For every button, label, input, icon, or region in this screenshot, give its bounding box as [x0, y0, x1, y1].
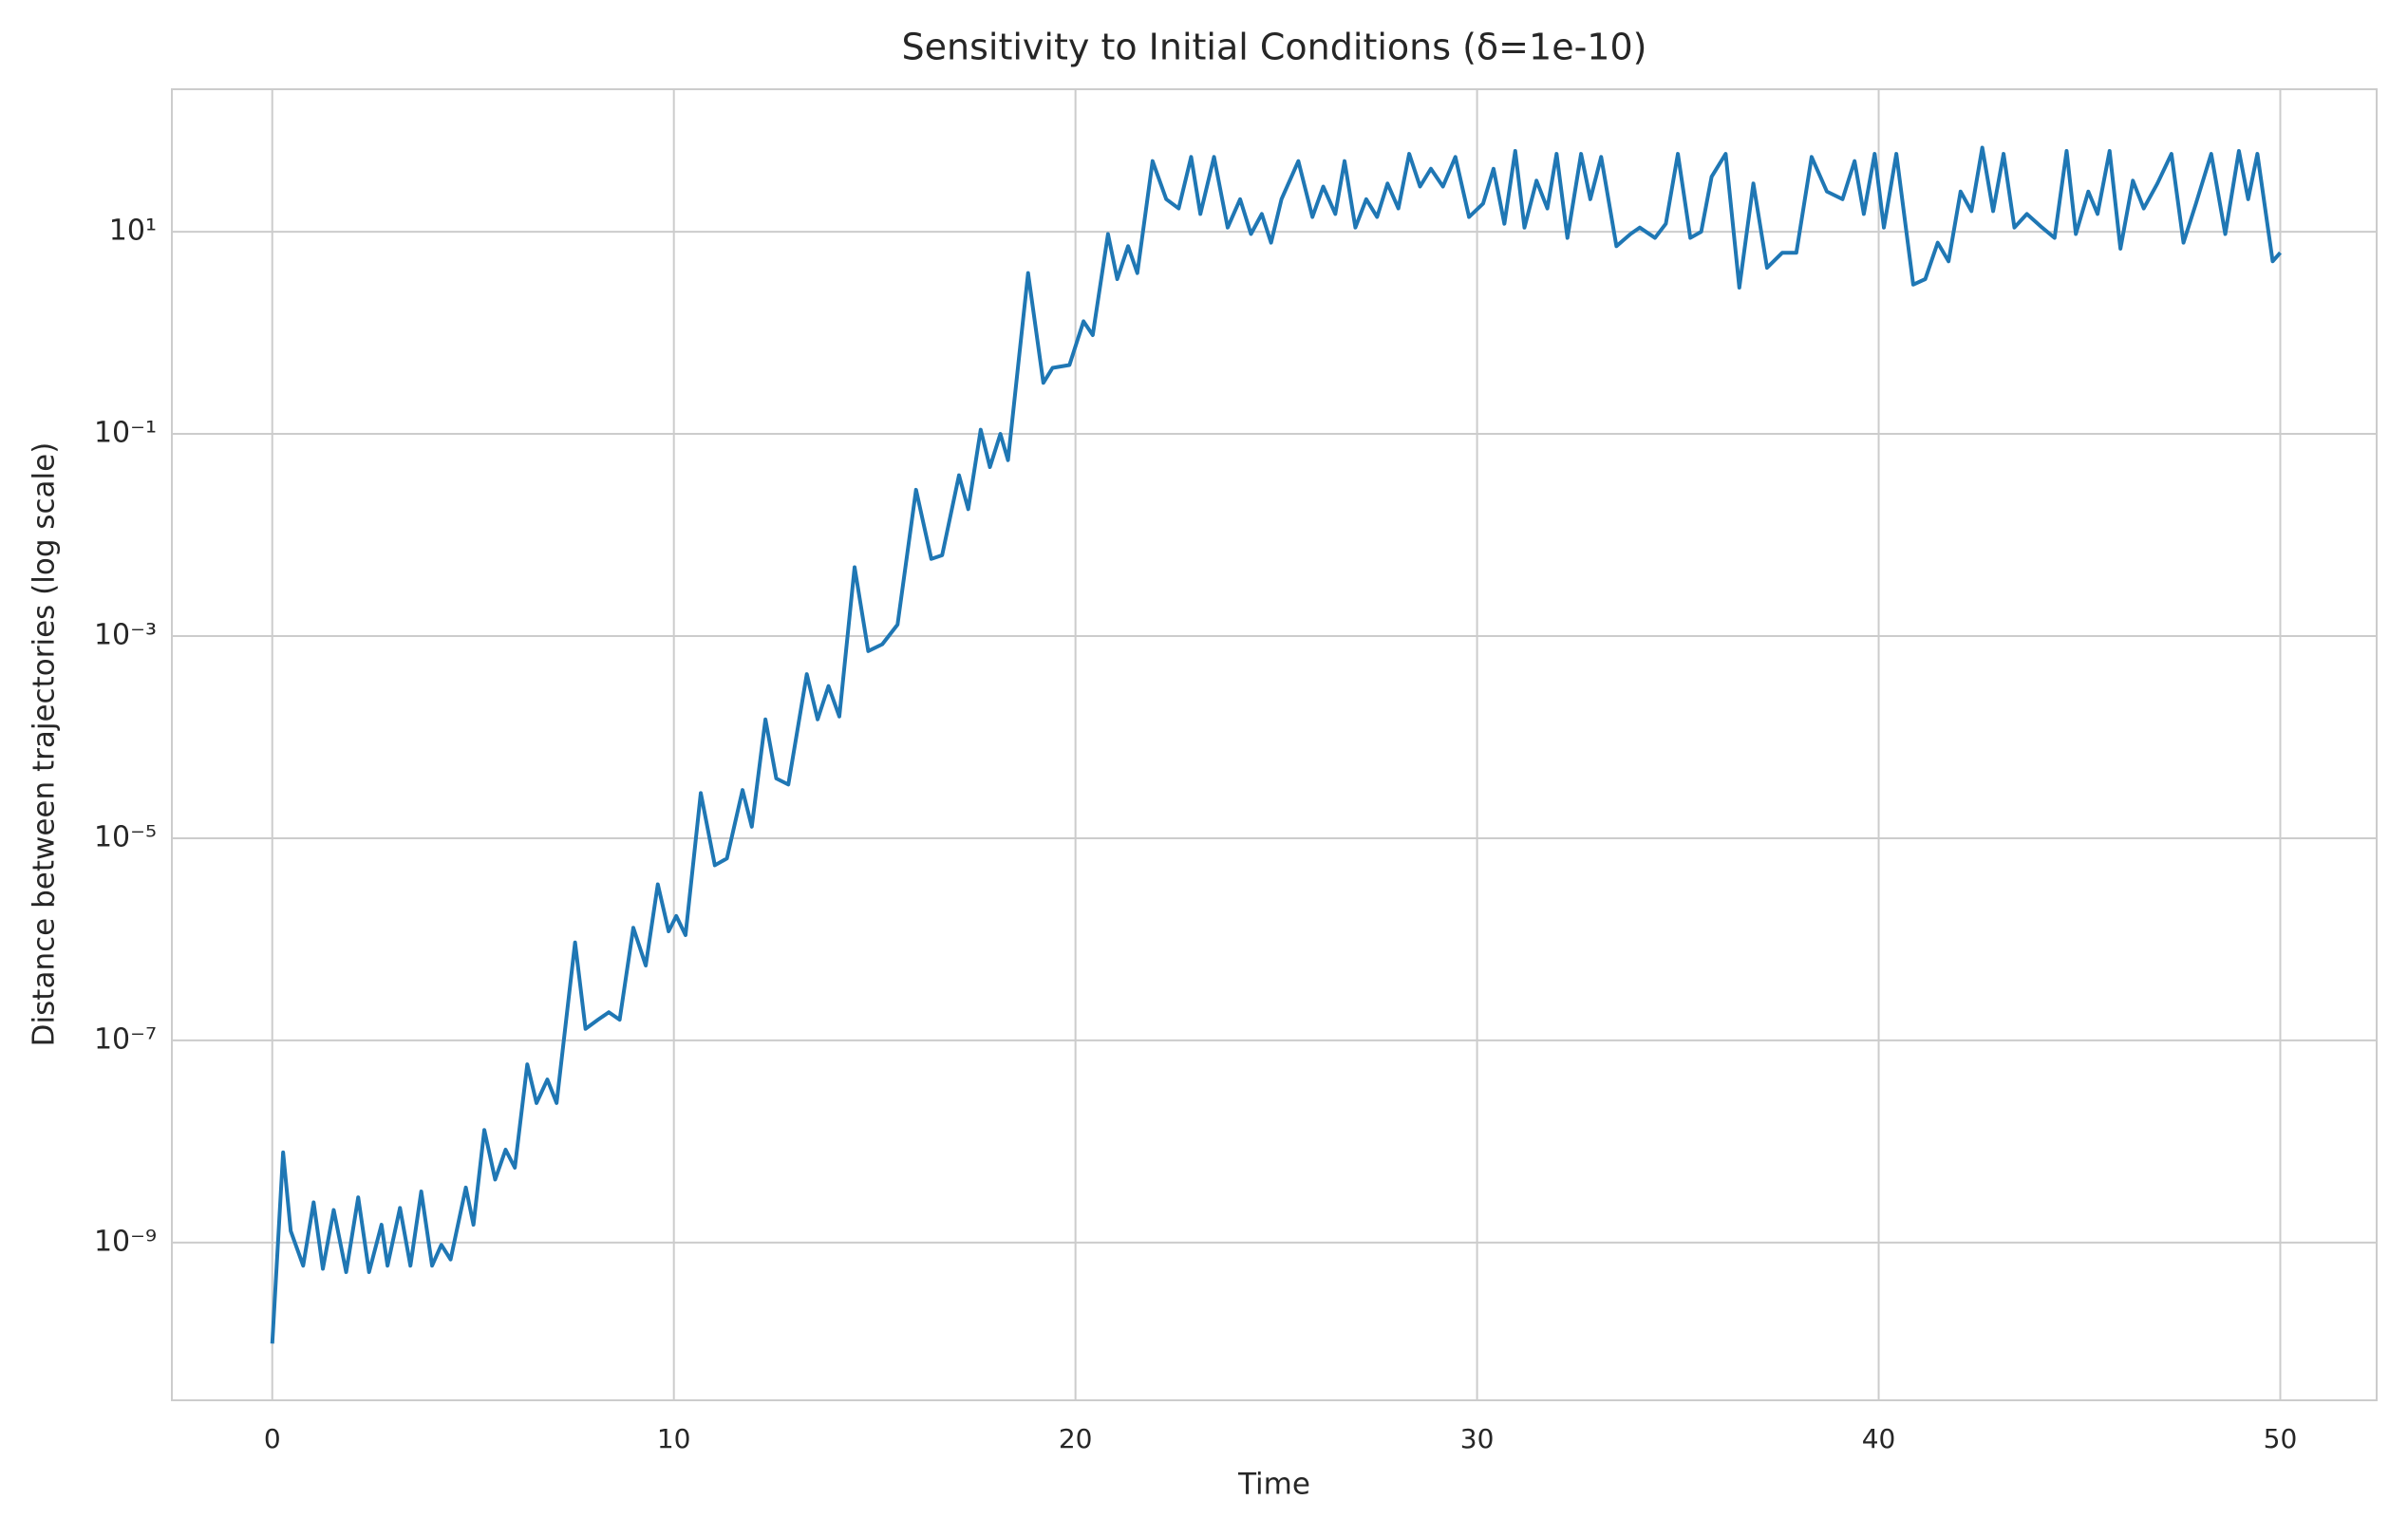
chart-title: Sensitivity to Initial Conditions (δ=1e-… [902, 27, 1647, 68]
x-axis-label: Time [1237, 1468, 1310, 1502]
y-tick-label: 10⁻⁵ [94, 820, 157, 853]
x-tick-label: 30 [1460, 1423, 1495, 1454]
y-tick-label: 10⁻⁷ [94, 1022, 157, 1056]
x-tick-label: 50 [2264, 1423, 2298, 1454]
y-tick-label: 10⁻¹ [94, 417, 157, 450]
x-tick-label: 20 [1059, 1423, 1093, 1454]
x-tick-label: 40 [1862, 1423, 1896, 1454]
plot-frame [171, 88, 2378, 1401]
y-axis-label: Distance between trajectories (log scale… [28, 442, 62, 1047]
y-tick-label: 10¹ [109, 215, 157, 248]
x-tick-label: 10 [657, 1423, 691, 1454]
y-tick-label: 10⁻³ [94, 619, 157, 652]
data-line [270, 145, 2282, 1344]
y-tick-label: 10⁻⁹ [94, 1225, 157, 1258]
x-tick-label: 0 [264, 1423, 281, 1454]
